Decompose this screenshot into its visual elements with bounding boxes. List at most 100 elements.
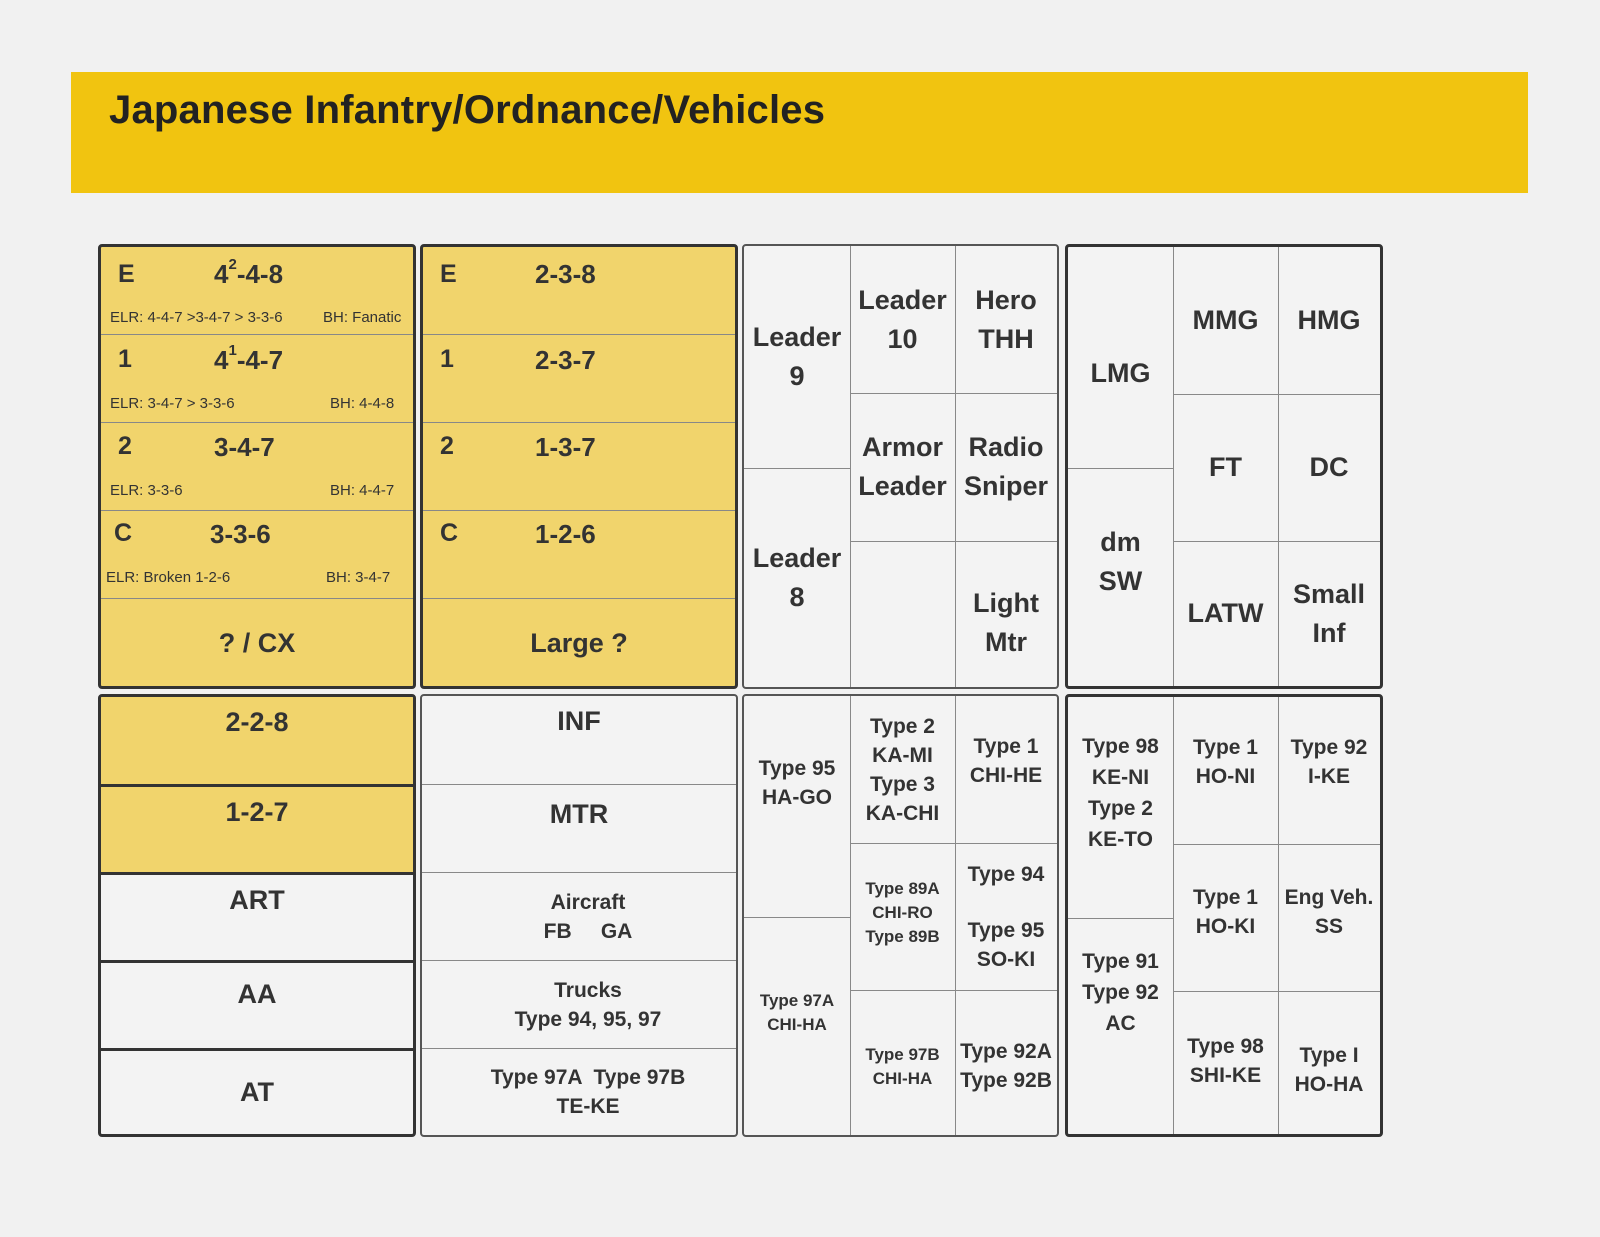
cell-text: Type 1 bbox=[1193, 885, 1258, 909]
cell-text: KE-TO bbox=[1088, 828, 1153, 851]
squad-elr: ELR: Broken 1-2-6 bbox=[106, 569, 231, 586]
ft: FT bbox=[1209, 452, 1242, 482]
squad-elr: ELR: 4-4-7 >3-4-7 > 3-3-6 bbox=[110, 309, 283, 326]
divider bbox=[1173, 541, 1380, 542]
cell-text: Mtr bbox=[985, 627, 1027, 657]
squad-row-1: 1 41-4-7 ELR: 3-4-7 > 3-3-6 BH: 4-4-8 bbox=[101, 335, 413, 422]
cell-text: FB GA bbox=[543, 919, 633, 943]
cell-text: Radio bbox=[968, 432, 1044, 462]
squad-bh: BH: 3-4-7 bbox=[326, 569, 391, 586]
cell-text: KE-NI bbox=[1091, 766, 1150, 789]
leader-10: Leader 10 bbox=[850, 246, 955, 393]
aircraft: Aircraft FB GA bbox=[422, 873, 736, 960]
cell-text: Type 92 bbox=[1082, 981, 1159, 1004]
type97a-chi-ha: Type 97A CHI-HA bbox=[744, 917, 850, 1135]
ordnance-panel: INF MTR Aircraft FB GA Trucks Type 94, 95,… bbox=[420, 694, 738, 1137]
cell-text: CHI-HE bbox=[969, 763, 1043, 787]
divider bbox=[1068, 918, 1173, 919]
type92-i-ke: Type 92 I-KE bbox=[1278, 697, 1380, 844]
squad-row-c: C 3-3-6 ELR: Broken 1-2-6 BH: 3-4-7 bbox=[101, 511, 413, 598]
mtr: MTR bbox=[549, 799, 609, 829]
cell-text: Light bbox=[973, 588, 1039, 618]
aa: AA bbox=[237, 979, 277, 1009]
cell-text: Type 92B bbox=[960, 1068, 1052, 1092]
type2-type3: Type 2 KA-MI Type 3 KA-CHI bbox=[850, 696, 955, 843]
half-squads-panel: E 2-3-8 1 2-3-7 2 1-3-7 C 1-2-6 Large ? bbox=[420, 244, 738, 689]
half-squad-value: 1-3-7 bbox=[535, 432, 596, 462]
light-mortar: Light Mtr bbox=[955, 541, 1057, 687]
divider bbox=[423, 510, 735, 511]
crew-1-2-7: 1-2-7 bbox=[101, 787, 413, 872]
divider bbox=[101, 598, 413, 599]
cell-text: 9 bbox=[789, 361, 805, 391]
mmg: MMG bbox=[1192, 305, 1259, 335]
squad-level: 1 bbox=[118, 345, 132, 373]
divider bbox=[744, 468, 850, 469]
cell-text: Inf bbox=[1312, 617, 1346, 648]
squad-row-2: 2 3-4-7 ELR: 3-3-6 BH: 4-4-7 bbox=[101, 423, 413, 510]
cell-text: TE-KE bbox=[556, 1095, 620, 1118]
cell-text: Type 97B bbox=[865, 1044, 940, 1064]
cell-text: 8 bbox=[789, 581, 805, 612]
art: ART bbox=[229, 885, 285, 915]
cell-text: Type 97A bbox=[759, 991, 835, 1010]
divider bbox=[850, 393, 1057, 394]
half-squad-row-1: 1 2-3-7 bbox=[423, 335, 735, 422]
inf: INF bbox=[557, 706, 601, 736]
cell-text: Type I bbox=[1299, 1043, 1359, 1067]
cell-text: Sniper bbox=[963, 471, 1049, 501]
divider bbox=[1173, 844, 1380, 845]
cell-text: SO-KI bbox=[976, 947, 1036, 971]
lmg: LMG bbox=[1090, 358, 1151, 388]
divider bbox=[1173, 697, 1174, 1134]
squad-bh: BH: Fanatic bbox=[323, 309, 402, 326]
weapons-panel: LMG dm SW MMG HMG FT DC LATW Small Inf bbox=[1065, 244, 1383, 689]
crew-2-2-8: 2-2-8 bbox=[101, 697, 413, 785]
cell-text: 4 bbox=[214, 345, 229, 375]
divider bbox=[101, 1048, 413, 1051]
cell-text: AC bbox=[1105, 1012, 1136, 1035]
type1-ho-ni: Type 1 HO-NI bbox=[1173, 697, 1278, 844]
type92a-type92b: Type 92A Type 92B bbox=[955, 990, 1057, 1135]
type89: Type 89A CHI-RO Type 89B bbox=[850, 843, 955, 990]
tanks-panel: Type 95 HA-GO Type 97A CHI-HA Type 2 KA-MI T… bbox=[742, 694, 1059, 1137]
divider bbox=[101, 960, 413, 963]
cell-text: THH bbox=[978, 323, 1034, 354]
squad-footer: ? / CX bbox=[218, 627, 296, 658]
cell-text: Eng Veh. bbox=[1284, 885, 1374, 909]
cell-text: -4-7 bbox=[236, 345, 284, 375]
cell-text: 3-4-7 bbox=[214, 432, 275, 462]
cell-text: 3-3-6 bbox=[210, 519, 271, 549]
cell-text: KA-CHI bbox=[865, 801, 940, 825]
cell-text: Type 89A bbox=[865, 878, 940, 898]
divider bbox=[422, 784, 736, 785]
cell-text: KA-MI bbox=[872, 743, 933, 767]
cell-text: 10 bbox=[887, 323, 918, 354]
divider bbox=[1278, 247, 1279, 686]
cell-text: HO-HA bbox=[1294, 1072, 1364, 1096]
half-squad-level: 2 bbox=[440, 432, 454, 460]
cell-text: HO-KI bbox=[1195, 914, 1256, 938]
divider bbox=[955, 246, 956, 687]
squads-panel: E 42-4-8 ELR: 4-4-7 >3-4-7 > 3-3-6 BH: F… bbox=[98, 244, 416, 689]
squad-elr: ELR: 3-3-6 bbox=[110, 482, 183, 499]
squad-value: 42-4-8 bbox=[214, 256, 283, 290]
cell-text: Type 91 bbox=[1082, 950, 1159, 973]
squad-row-e: E 42-4-8 ELR: 4-4-7 >3-4-7 > 3-3-6 BH: F… bbox=[101, 247, 413, 334]
squad-bh: BH: 4-4-8 bbox=[330, 395, 395, 412]
cell-text: Leader bbox=[752, 322, 842, 352]
divider bbox=[101, 784, 413, 787]
type-i-ho-ha: Type I HO-HA bbox=[1278, 991, 1380, 1134]
divider bbox=[423, 334, 735, 335]
divider bbox=[955, 696, 956, 1135]
half-squad-row-2: 2 1-3-7 bbox=[423, 423, 735, 510]
divider bbox=[1173, 394, 1380, 395]
half-squad-row-e: E 2-3-8 bbox=[423, 247, 735, 334]
cell-text: Type 98 bbox=[1082, 735, 1159, 758]
cell-text: SHI-KE bbox=[1189, 1063, 1262, 1087]
cell-text: Hero bbox=[975, 284, 1037, 315]
cell-text: Leader bbox=[858, 284, 947, 315]
divider bbox=[1173, 991, 1380, 992]
cell-text: Type 94, 95, 97 bbox=[514, 1007, 662, 1031]
cell-text: Trucks bbox=[554, 978, 622, 1002]
